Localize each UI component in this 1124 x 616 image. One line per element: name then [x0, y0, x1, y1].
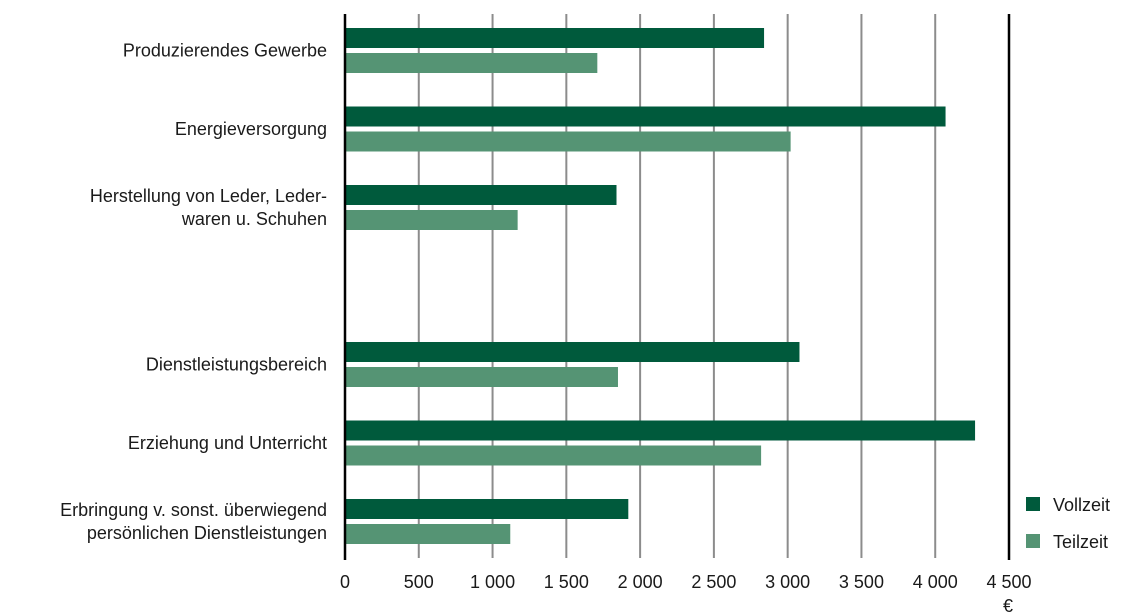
category-label: persönlichen Dienstleistungen: [87, 523, 327, 543]
x-tick-label: 500: [404, 572, 434, 592]
legend-swatch-vollzeit: [1026, 497, 1040, 511]
bar-teilzeit-2: [345, 210, 518, 230]
bar-teilzeit-1: [345, 131, 791, 152]
bar-vollzeit-6: [345, 499, 629, 519]
category-label: Produzierendes Gewerbe: [123, 41, 327, 61]
bar-teilzeit-5: [345, 445, 762, 466]
category-labels: Produzierendes Gewerbe Energieversorgung H…: [60, 41, 327, 544]
bar-vollzeit-0: [345, 28, 765, 48]
axes: [343, 14, 1011, 560]
x-tick-label: 4 000: [913, 572, 958, 592]
x-tick-label: 3 000: [765, 572, 810, 592]
bar-vollzeit-5: [345, 420, 976, 441]
bar-teilzeit-0: [345, 53, 598, 73]
x-tick-label: 0: [340, 572, 350, 592]
category-label: waren u. Schuhen: [181, 209, 327, 229]
x-tick-label: 2 000: [618, 572, 663, 592]
category-label: Energieversorgung: [175, 119, 327, 139]
category-label: Dienstleistungsbereich: [146, 355, 327, 375]
gridlines: [417, 14, 937, 558]
bar-teilzeit-4: [345, 367, 618, 387]
legend-swatch-teilzeit: [1026, 534, 1040, 548]
legend-label-teilzeit: Teilzeit: [1053, 532, 1108, 552]
bar-vollzeit-4: [345, 342, 800, 362]
x-tick-label: 1 000: [470, 572, 515, 592]
legend-label-vollzeit: Vollzeit: [1053, 495, 1110, 515]
bar-teilzeit-6: [345, 524, 511, 544]
x-tick-label: 4 500: [986, 572, 1031, 592]
bars: [345, 28, 976, 544]
bar-vollzeit-1: [345, 106, 946, 127]
x-tick-label: 2 500: [691, 572, 736, 592]
bar-vollzeit-2: [345, 185, 617, 205]
unit-label: €: [1003, 596, 1013, 616]
category-label: Herstellung von Leder, Leder-: [90, 186, 327, 206]
legend: Vollzeit Teilzeit: [1026, 495, 1110, 552]
tick-labels: 0 500 1 000 1 500 2 000 2 500 3 000 3 500 4 000 4…: [340, 572, 1032, 592]
x-tick-label: 3 500: [839, 572, 884, 592]
category-label: Erbringung v. sonst. überwiegend: [60, 500, 327, 520]
category-label: Erziehung und Unterricht: [128, 433, 327, 453]
x-tick-label: 1 500: [544, 572, 589, 592]
